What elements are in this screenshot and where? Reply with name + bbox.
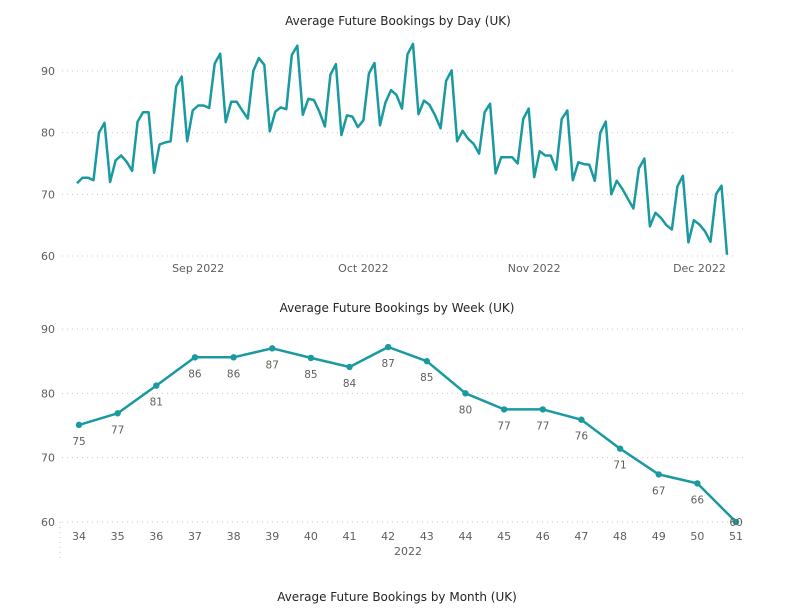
weekly-x-tick-label: 46 [536,530,550,543]
weekly-data-label: 84 [343,378,357,390]
daily-chart-y-axis: 60 70 80 90 [41,65,55,263]
weekly-x-tick-label: 48 [613,530,627,543]
weekly-chart-y-axis: 60 70 80 90 [41,323,55,529]
weekly-data-point [462,390,469,397]
weekly-data-label: 75 [72,436,85,448]
weekly-x-tick-label: 50 [690,530,704,543]
weekly-bookings-series-line [78,345,737,523]
weekly-y-tick-label: 80 [41,387,55,400]
daily-bookings-chart: Average Future Bookings by Day (UK) 60 70… [41,14,737,275]
weekly-data-point [423,357,431,365]
daily-y-tick-label: 90 [41,65,55,78]
weekly-y-tick-label: 70 [41,452,55,465]
weekly-x-tick-label: 36 [149,530,163,543]
daily-bookings-series-line [76,42,729,255]
weekly-data-point [616,445,624,452]
weekly-data-label: 87 [381,358,394,370]
weekly-data-label: 76 [575,431,589,443]
weekly-x-tick-label: 34 [72,530,86,543]
daily-x-tick-label: Oct 2022 [338,262,389,275]
weekly-data-point [153,382,160,389]
weekly-data-point [114,410,121,417]
weekly-x-tick-label: 35 [111,530,125,543]
weekly-data-point [655,471,662,478]
weekly-chart-title: Average Future Bookings by Week (UK) [280,301,515,315]
weekly-data-label: 60 [729,517,742,529]
weekly-data-label: 86 [188,368,202,380]
weekly-chart-markers [75,343,740,526]
weekly-data-point [539,406,546,413]
weekly-x-tick-label: 43 [420,530,434,543]
weekly-chart-data-labels: 75 77 81 86 86 87 85 84 87 85 80 77 77 76 71 67 66 60 [72,358,742,529]
daily-y-tick-label: 70 [41,188,55,201]
daily-y-tick-label: 80 [41,127,55,140]
weekly-data-point [307,354,315,362]
weekly-chart-x-axis-title: 2022 [394,545,422,558]
weekly-data-label: 81 [150,397,163,409]
weekly-bookings-chart: Average Future Bookings by Week (UK) 607… [41,301,745,560]
daily-x-tick-label: Dec 2022 [673,262,726,275]
weekly-x-tick-label: 39 [265,530,279,543]
daily-y-tick-label: 60 [41,250,55,263]
monthly-chart-title: Average Future Bookings by Month (UK) [277,590,517,604]
weekly-data-label: 86 [227,368,241,380]
weekly-x-tick-label: 41 [343,530,357,543]
weekly-x-tick-label: 40 [304,530,318,543]
monthly-bookings-chart: Average Future Bookings by Month (UK) [277,590,517,604]
daily-x-tick-label: Sep 2022 [172,262,224,275]
weekly-data-label: 87 [266,359,279,371]
weekly-x-tick-label: 47 [574,530,588,543]
weekly-x-tick-label: 51 [729,530,743,543]
weekly-data-point [269,345,276,352]
daily-x-tick-label: Nov 2022 [508,262,561,275]
weekly-data-point [346,363,353,371]
weekly-data-point [384,343,392,351]
daily-chart-gridlines [62,70,737,257]
weekly-data-label: 67 [652,485,665,497]
weekly-data-point [578,416,585,423]
weekly-x-tick-label: 45 [497,530,511,543]
weekly-data-point [694,480,701,487]
weekly-data-label: 85 [304,369,317,381]
weekly-data-label: 77 [536,420,549,432]
weekly-x-tick-label: 49 [652,530,666,543]
weekly-y-tick-label: 90 [41,323,55,336]
weekly-data-point [191,354,199,361]
weekly-chart-x-axis: 34 35 36 37 38 39 40 41 42 43 44 45 46 47 48 49 50 51 [59,522,743,560]
weekly-x-tick-label: 44 [458,530,472,543]
weekly-data-label: 77 [111,424,124,436]
weekly-data-label: 66 [691,494,705,506]
weekly-data-point [500,406,508,413]
weekly-data-point [732,518,740,526]
daily-chart-title: Average Future Bookings by Day (UK) [285,14,511,28]
weekly-data-point [230,354,237,361]
weekly-x-tick-label: 38 [227,530,241,543]
weekly-data-label: 80 [459,404,472,416]
weekly-data-label: 85 [420,372,433,384]
weekly-data-label: 77 [497,420,510,432]
weekly-chart-gridlines [62,328,745,523]
daily-chart-x-axis: Sep 2022 Oct 2022 Nov 2022 Dec 2022 [172,262,726,275]
weekly-x-tick-label: 42 [381,530,395,543]
weekly-data-point [75,421,83,429]
weekly-data-label: 71 [613,460,626,472]
weekly-x-tick-label: 37 [188,530,202,543]
weekly-y-tick-label: 60 [41,516,55,529]
